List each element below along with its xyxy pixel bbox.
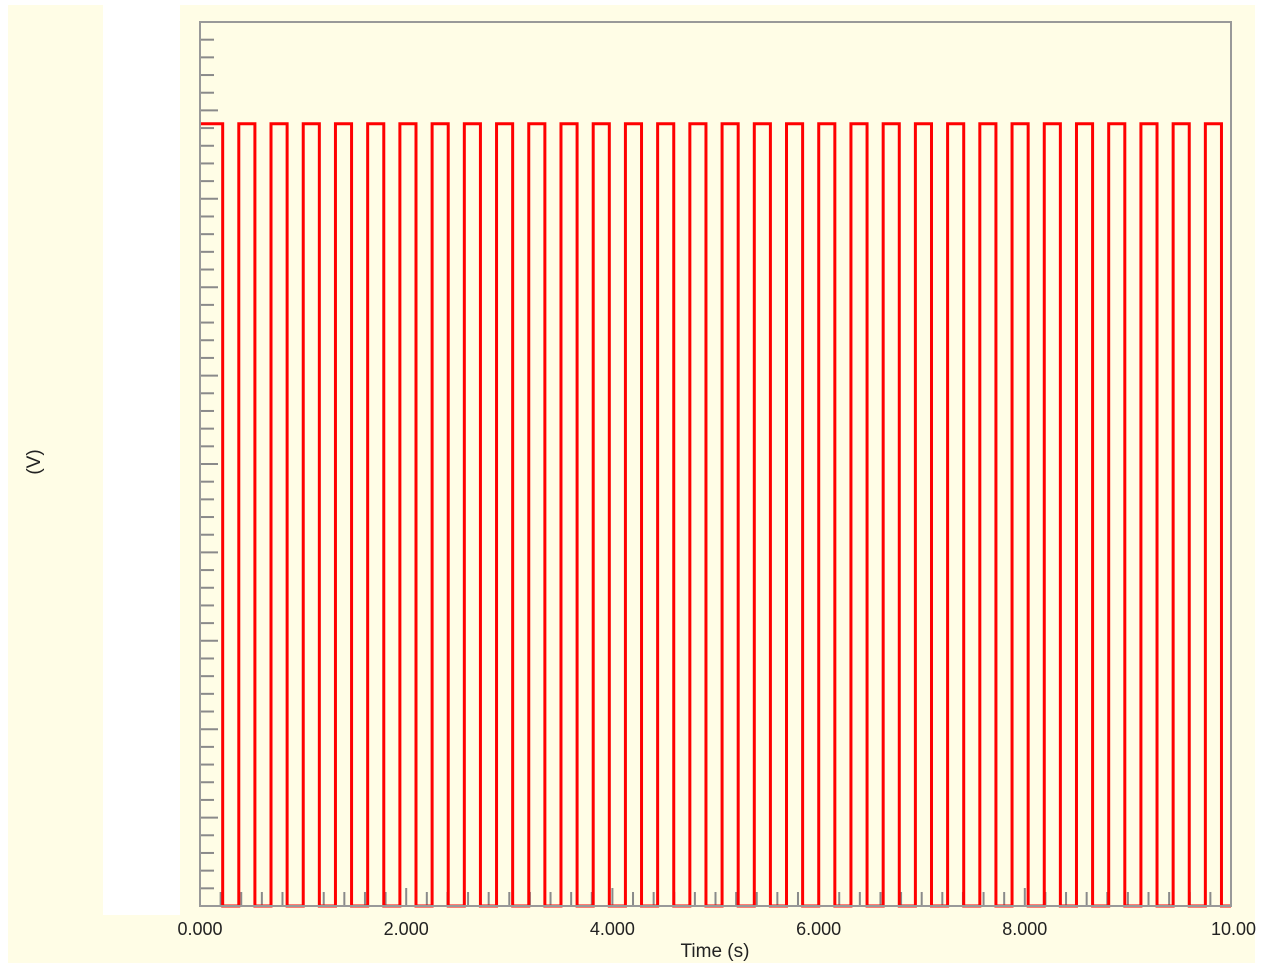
x-tick-label: 10.00 [1211, 919, 1256, 939]
voltage-trace [200, 122, 1231, 908]
plot-frame [199, 21, 1232, 907]
x-axis-tick-labels: 0.000 2.000 4.000 6.000 8.000 10.00 [177, 919, 1256, 939]
x-tick-label: 8.000 [1002, 919, 1047, 939]
x-tick-label: 6.000 [796, 919, 841, 939]
x-axis-label: Time (s) [681, 941, 750, 962]
left-white-band [103, 5, 180, 915]
y-axis-minor-ticks [200, 21, 218, 907]
x-tick-label: 0.000 [177, 919, 222, 939]
x-tick-label: 2.000 [384, 919, 429, 939]
x-tick-label: 4.000 [590, 919, 635, 939]
y-axis-label: (V) [24, 449, 45, 474]
